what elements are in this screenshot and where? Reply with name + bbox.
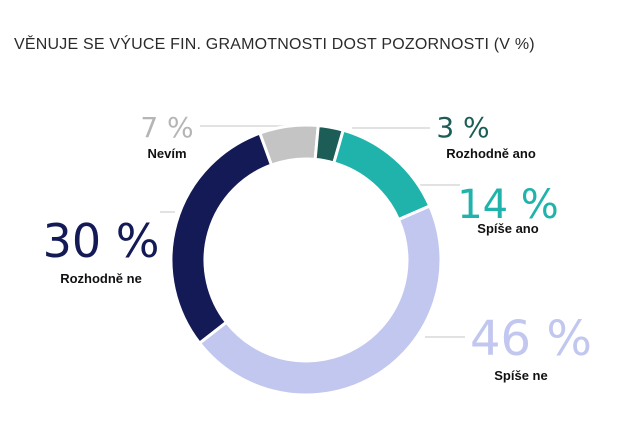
value-label-nevim: 7 % (140, 111, 193, 144)
chart-title: VĚNUJE SE VÝUCE FIN. GRAMOTNOSTI DOST PO… (14, 36, 535, 53)
category-label-spise-ne: Spíše ne (494, 368, 547, 383)
category-label-rozhodne-ano: Rozhodně ano (446, 146, 536, 161)
slice-spise-ano (331, 128, 432, 222)
value-label-spise-ne: 46 % (470, 311, 592, 367)
slice-spise-ne (197, 203, 443, 397)
donut-slices (169, 123, 443, 397)
category-label-nevim: Nevím (147, 146, 186, 161)
category-label-spise-ano: Spíše ano (477, 221, 538, 236)
slice-rozhodne-ne (169, 131, 274, 346)
category-label-rozhodne-ne: Rozhodně ne (60, 271, 142, 286)
value-label-spise-ano: 14 % (457, 182, 559, 228)
value-label-rozhodne-ano: 3 % (436, 111, 489, 144)
value-label-rozhodne-ne: 30 % (43, 214, 160, 268)
slice-labels: 7 % Nevím 3 % Rozhodně ano 14 %Spíše ano 46 %… (43, 111, 592, 383)
